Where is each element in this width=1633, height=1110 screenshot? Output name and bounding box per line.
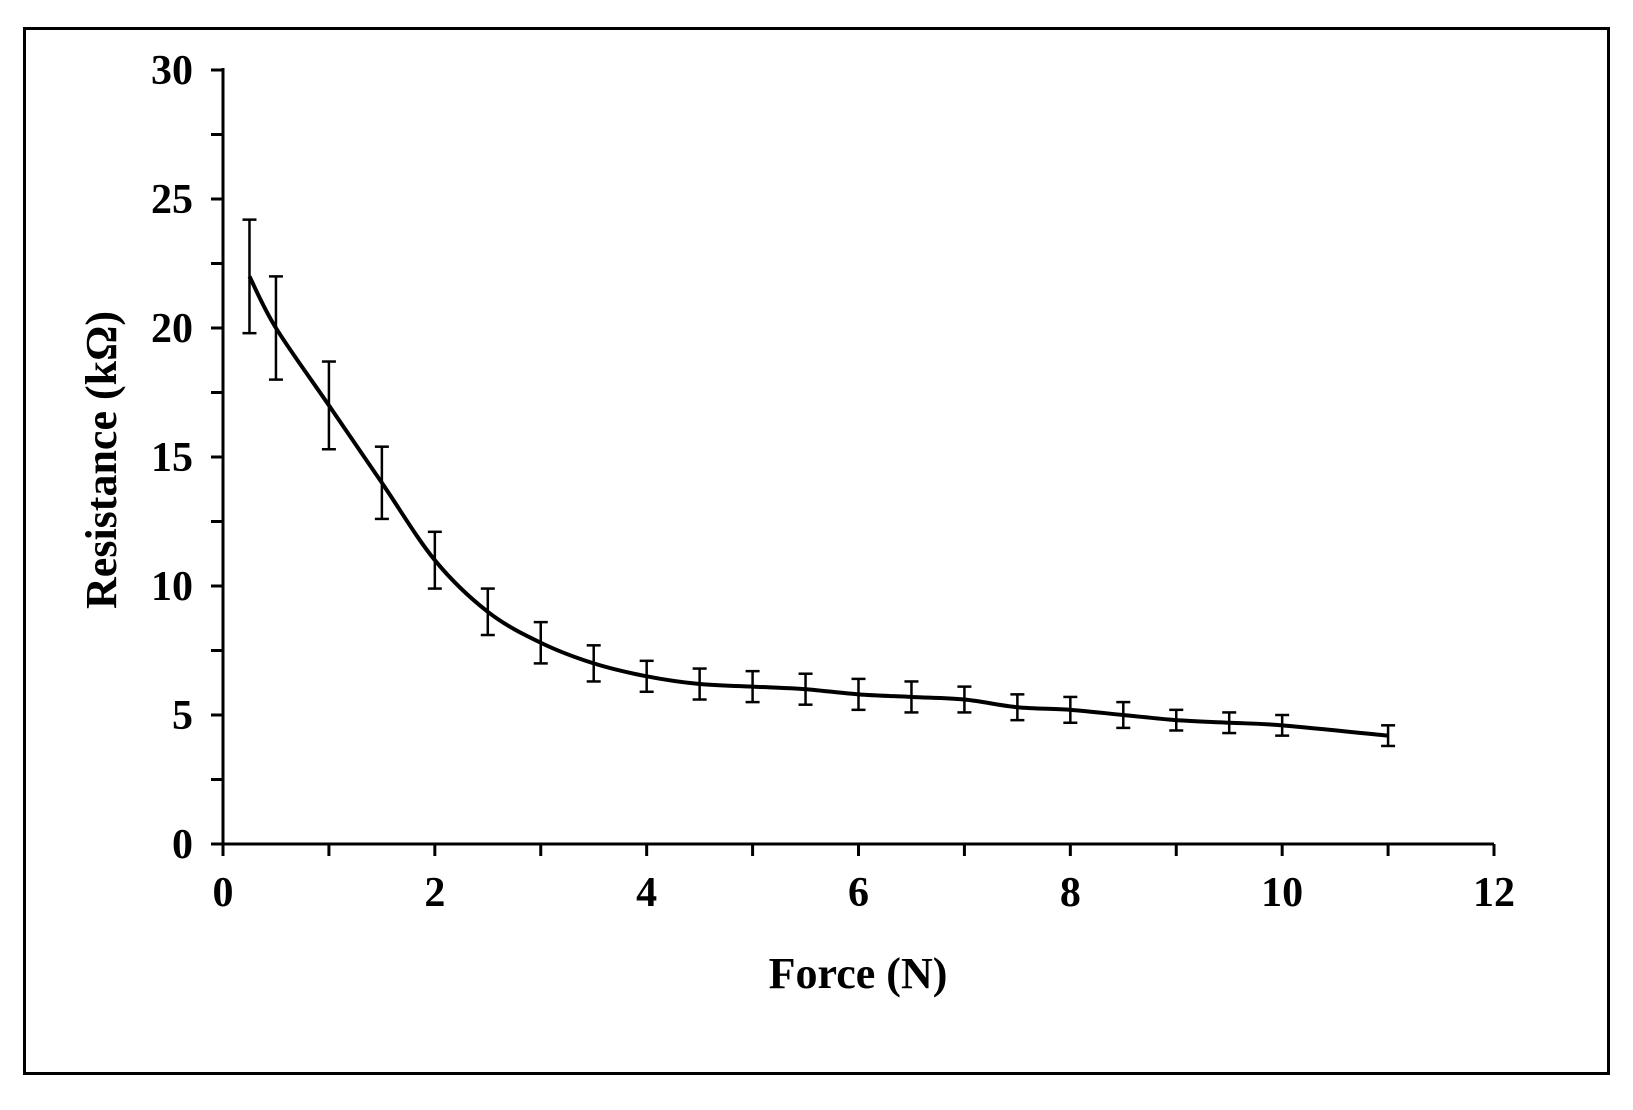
- labels: Force (N) Resistance (kΩ): [77, 311, 947, 998]
- error-bar: [1275, 713, 1290, 737]
- x-tick-label: 10: [1261, 870, 1303, 916]
- error-bar: [1169, 708, 1184, 732]
- x-tick-label: 4: [636, 870, 657, 916]
- error-bar: [1010, 693, 1025, 722]
- y-axis-title: Resistance (kΩ): [77, 311, 126, 609]
- error-bar: [586, 644, 601, 683]
- error-bar: [427, 530, 442, 590]
- error-bar: [957, 685, 972, 714]
- resistance-force-chart: 0 5 10 15 20 25 30 0 2 4 6 8 10 12 Force (N) Resistan…: [77, 48, 1515, 998]
- x-axis-title: Force (N): [769, 949, 948, 998]
- x-tick-label: 2: [424, 870, 445, 916]
- x-tick-label: 6: [848, 870, 869, 916]
- error-bar: [321, 360, 336, 451]
- error-bar: [533, 620, 548, 665]
- y-tick-label: 25: [151, 177, 193, 223]
- y-tick-label: 15: [151, 435, 193, 481]
- y-tick-label: 20: [151, 306, 193, 352]
- x-tick-label: 12: [1473, 870, 1515, 916]
- error-bar: [798, 672, 813, 706]
- error-bar: [904, 680, 919, 714]
- error-bar: [1063, 695, 1078, 724]
- error-bar: [480, 587, 495, 637]
- error-bar: [1116, 700, 1131, 730]
- error-bar: [268, 275, 283, 381]
- error-bar: [692, 667, 707, 701]
- y-tick-label: 10: [151, 564, 193, 610]
- axes: 0 5 10 15 20 25 30 0 2 4 6 8 10 12: [151, 48, 1515, 916]
- error-bar: [639, 659, 654, 694]
- error-bar: [374, 445, 389, 521]
- error-bar: [242, 218, 257, 335]
- series-line: [247, 275, 1389, 738]
- error-bar: [745, 669, 760, 704]
- y-tick-label: 0: [172, 822, 193, 868]
- error-bar: [1381, 724, 1396, 748]
- series-layer: [242, 218, 1396, 748]
- error-bar: [1222, 711, 1237, 735]
- error-bar: [851, 677, 866, 712]
- y-tick-label: 5: [172, 693, 193, 739]
- y-tick-label: 30: [151, 48, 193, 94]
- x-tick-label: 8: [1060, 870, 1081, 916]
- chart-frame: 0 5 10 15 20 25 30 0 2 4 6 8 10 12 Force (N) Resistan…: [23, 27, 1610, 1075]
- x-tick-label: 0: [213, 870, 234, 916]
